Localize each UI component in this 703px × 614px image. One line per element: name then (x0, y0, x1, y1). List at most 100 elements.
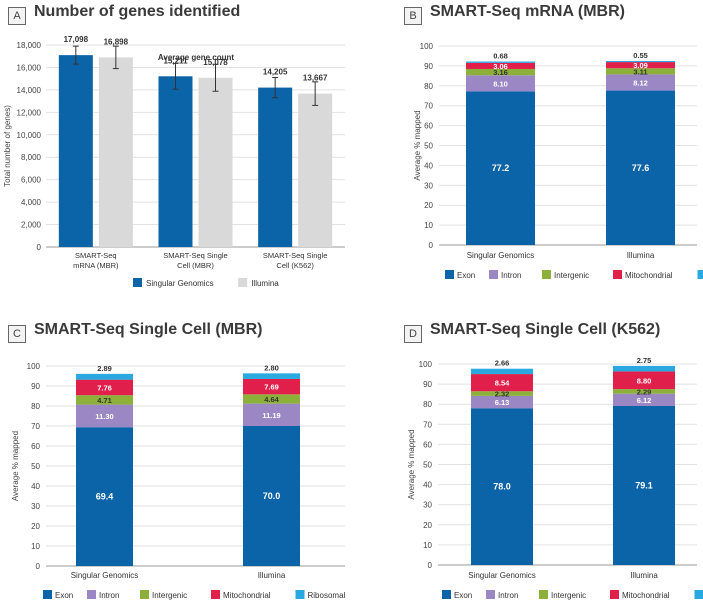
data-label: 4.64 (264, 395, 279, 404)
y-tick-label: 50 (424, 142, 433, 151)
y-tick-label: 40 (31, 482, 40, 491)
x-tick-label: SMART-Seq Single (263, 251, 327, 260)
y-tick-label: 8,000 (21, 153, 42, 162)
data-label: 6.13 (495, 398, 510, 407)
legend-label: Exon (454, 591, 472, 600)
legend-label: Intron (501, 271, 521, 280)
legend-swatch (87, 590, 96, 599)
data-label: 7.76 (97, 383, 112, 392)
data-label: 2.66 (495, 359, 510, 368)
legend-swatch (296, 590, 305, 599)
bar-segment (76, 374, 133, 380)
bar (298, 94, 332, 247)
y-tick-label: 80 (423, 400, 432, 409)
y-tick-label: 12,000 (17, 108, 42, 117)
legend-swatch (613, 270, 622, 279)
y-tick-label: 90 (424, 62, 433, 71)
x-tick-label: SMART-Seq Single (163, 251, 227, 260)
legend-swatch (539, 590, 548, 599)
legend-label: Intron (498, 591, 518, 600)
y-tick-label: 50 (423, 461, 432, 470)
y-tick-label: 0 (36, 562, 41, 571)
legend-swatch (445, 270, 454, 279)
x-tick-label: Singular Genomics (71, 571, 139, 580)
bar-segment (466, 62, 535, 63)
data-label: 2.89 (97, 364, 112, 373)
y-axis-label: Average % mapped (413, 110, 422, 180)
y-tick-label: 60 (423, 440, 432, 449)
y-tick-label: 30 (424, 181, 433, 190)
data-label: 79.1 (635, 481, 653, 491)
y-tick-label: 0 (429, 241, 434, 250)
y-tick-label: 30 (31, 502, 40, 511)
legend-swatch (489, 270, 498, 279)
y-tick-label: 18,000 (17, 41, 42, 50)
y-tick-label: 70 (31, 422, 40, 431)
legend-label: Intergenic (554, 271, 589, 280)
y-tick-label: 14,000 (17, 86, 42, 95)
y-tick-label: 10 (423, 541, 432, 550)
y-tick-label: 60 (424, 122, 433, 131)
y-tick-label: 80 (31, 402, 40, 411)
bar-segment (613, 366, 675, 372)
y-tick-label: 100 (419, 360, 433, 369)
chart-title: SMART-Seq Single Cell (MBR) (34, 321, 262, 339)
data-label: 4.71 (97, 396, 112, 405)
bar-segment (471, 369, 533, 374)
y-axis-label: Average % mapped (407, 429, 416, 499)
bar (59, 55, 93, 247)
y-tick-label: 20 (31, 522, 40, 531)
y-axis-label: Average % mapped (11, 431, 20, 501)
data-label: 7.69 (264, 383, 279, 392)
data-label: 8.12 (633, 78, 648, 87)
legend-swatch (442, 590, 451, 599)
y-tick-label: 6,000 (21, 176, 42, 185)
x-tick-label: mRNA (MBR) (73, 261, 119, 270)
y-tick-label: 16,000 (17, 63, 42, 72)
data-label: 3.09 (633, 61, 648, 70)
data-label: 77.6 (632, 163, 650, 173)
data-label: 13,667 (303, 74, 328, 83)
legend-swatch (238, 278, 247, 287)
y-tick-label: 90 (31, 382, 40, 391)
legend-swatch (542, 270, 551, 279)
panel-letter: C (8, 325, 26, 343)
legend-label: Mitochondrial (223, 591, 271, 600)
data-label: 2.75 (637, 356, 652, 365)
data-label: 14,205 (263, 68, 288, 77)
chart-a-svg: 02,0004,0006,0008,00010,00012,00014,0001… (0, 0, 352, 300)
y-tick-label: 20 (424, 201, 433, 210)
y-tick-label: 40 (424, 161, 433, 170)
data-label: 6.12 (637, 396, 652, 405)
chart-title: SMART-Seq Single Cell (K562) (430, 321, 660, 339)
data-label: 70.0 (263, 491, 281, 501)
x-tick-label: Cell (K562) (276, 261, 314, 270)
legend-swatch (211, 590, 220, 599)
y-tick-label: 40 (423, 481, 432, 490)
panel-letter: B (404, 7, 422, 25)
y-tick-label: 70 (423, 420, 432, 429)
y-axis-label: Total number of genes) (3, 105, 12, 187)
x-tick-label: Cell (MBR) (177, 261, 214, 270)
legend-swatch (43, 590, 52, 599)
data-label: 3.06 (493, 62, 508, 71)
legend-label: Intron (99, 591, 119, 600)
data-label: 8.54 (495, 379, 510, 388)
y-tick-label: 2,000 (21, 221, 42, 230)
legend-label: Singular Genomics (146, 279, 214, 288)
x-tick-label: Illumina (630, 571, 658, 580)
data-label: 8.80 (637, 376, 652, 385)
y-tick-label: 50 (31, 462, 40, 471)
data-label: 16,898 (104, 37, 129, 46)
legend-label: Mitochondrial (625, 271, 673, 280)
y-tick-label: 10,000 (17, 131, 42, 140)
bar-segment (606, 61, 675, 62)
panel-letter: A (8, 7, 26, 25)
bar (99, 57, 133, 247)
legend-label: Exon (55, 591, 73, 600)
legend-swatch (486, 590, 495, 599)
